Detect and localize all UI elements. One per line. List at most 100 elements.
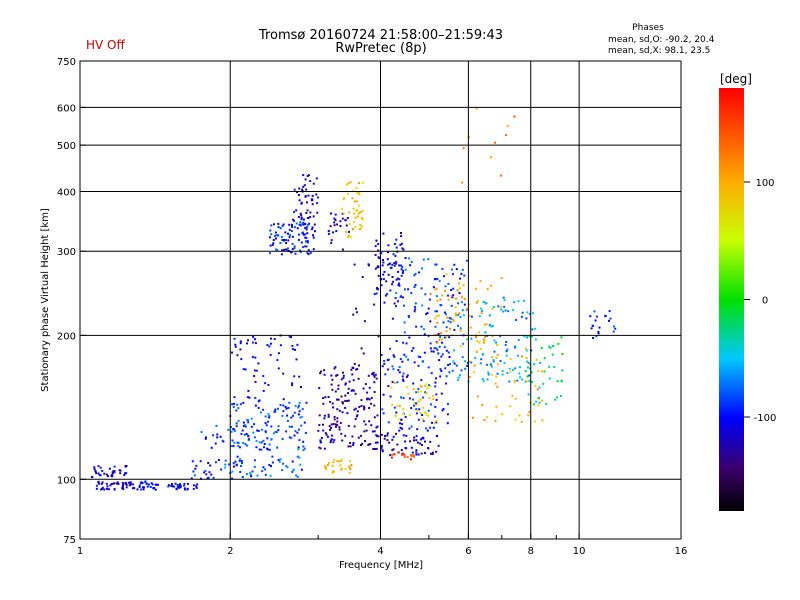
data-point bbox=[554, 398, 557, 401]
data-point bbox=[154, 488, 157, 491]
data-point bbox=[481, 378, 484, 381]
data-point bbox=[313, 223, 316, 226]
data-point bbox=[400, 418, 403, 421]
data-point bbox=[105, 473, 108, 476]
data-point bbox=[138, 484, 141, 487]
data-point bbox=[404, 268, 407, 271]
data-point bbox=[264, 468, 267, 471]
data-point bbox=[297, 194, 300, 196]
data-point bbox=[485, 302, 487, 305]
data-point bbox=[462, 342, 465, 345]
data-point bbox=[394, 297, 397, 299]
data-point bbox=[306, 241, 309, 244]
data-point bbox=[264, 430, 267, 433]
data-point bbox=[306, 201, 308, 204]
data-point bbox=[395, 292, 398, 295]
data-point bbox=[439, 336, 442, 338]
data-point bbox=[335, 425, 337, 428]
data-point bbox=[271, 455, 274, 458]
data-point bbox=[262, 375, 265, 377]
data-point bbox=[256, 474, 259, 477]
data-point bbox=[461, 309, 464, 312]
data-point bbox=[215, 424, 218, 427]
data-point bbox=[516, 354, 519, 357]
data-point bbox=[377, 435, 380, 438]
data-point bbox=[270, 337, 272, 340]
y-axis-label: Stationary phase Virtual Height [km] bbox=[40, 208, 51, 392]
data-point bbox=[348, 472, 351, 475]
data-point bbox=[330, 374, 333, 377]
data-point bbox=[594, 319, 597, 322]
data-point bbox=[322, 402, 325, 405]
data-point bbox=[453, 328, 456, 331]
data-point bbox=[279, 227, 282, 230]
data-point bbox=[288, 236, 291, 239]
data-point bbox=[401, 375, 404, 378]
data-point bbox=[435, 421, 438, 424]
data-point bbox=[274, 408, 277, 411]
data-point bbox=[480, 307, 483, 310]
data-point bbox=[304, 178, 307, 181]
data-point bbox=[329, 225, 332, 228]
data-point bbox=[130, 483, 133, 486]
data-point bbox=[347, 392, 349, 395]
data-point bbox=[187, 482, 189, 485]
data-point bbox=[483, 340, 486, 343]
data-point bbox=[486, 378, 489, 381]
data-point bbox=[287, 232, 289, 235]
data-point bbox=[496, 344, 499, 346]
data-point bbox=[298, 404, 301, 407]
data-point bbox=[398, 264, 401, 267]
data-point bbox=[429, 342, 432, 345]
data-point bbox=[293, 411, 296, 414]
data-point bbox=[286, 466, 289, 469]
data-point bbox=[609, 317, 612, 320]
data-point bbox=[297, 406, 300, 409]
data-point bbox=[282, 223, 285, 226]
data-point bbox=[329, 441, 332, 444]
data-point bbox=[545, 402, 548, 405]
data-point bbox=[526, 375, 529, 378]
data-point bbox=[469, 376, 471, 379]
data-point bbox=[397, 270, 400, 273]
data-point bbox=[316, 211, 319, 214]
data-point bbox=[454, 312, 457, 315]
data-point bbox=[532, 312, 534, 315]
data-point bbox=[107, 475, 109, 478]
data-point bbox=[301, 188, 304, 191]
data-point bbox=[527, 361, 530, 364]
data-point bbox=[402, 269, 405, 272]
data-point bbox=[509, 370, 512, 373]
data-point bbox=[447, 402, 449, 405]
data-point bbox=[289, 234, 291, 236]
data-point bbox=[217, 459, 220, 461]
data-point bbox=[537, 404, 540, 407]
data-point bbox=[355, 311, 358, 314]
data-point bbox=[401, 271, 404, 274]
data-point bbox=[468, 314, 471, 317]
data-point bbox=[417, 418, 420, 421]
data-point bbox=[234, 460, 237, 463]
data-point bbox=[500, 305, 503, 308]
data-point bbox=[358, 364, 360, 367]
data-point bbox=[288, 223, 291, 226]
data-point bbox=[452, 294, 455, 297]
data-point bbox=[330, 423, 333, 426]
data-point bbox=[306, 224, 309, 227]
data-point bbox=[526, 311, 529, 314]
data-point bbox=[268, 415, 271, 417]
data-point bbox=[311, 194, 314, 197]
data-point bbox=[205, 436, 207, 439]
data-point bbox=[347, 182, 350, 185]
data-point bbox=[341, 458, 343, 461]
data-point bbox=[236, 354, 239, 357]
data-point bbox=[398, 418, 401, 421]
data-point bbox=[426, 429, 429, 432]
data-point bbox=[426, 387, 429, 390]
data-point bbox=[424, 411, 427, 414]
data-point bbox=[238, 459, 241, 462]
data-point bbox=[434, 288, 437, 291]
data-point bbox=[112, 470, 115, 473]
data-point bbox=[353, 263, 356, 266]
data-point bbox=[352, 443, 355, 446]
